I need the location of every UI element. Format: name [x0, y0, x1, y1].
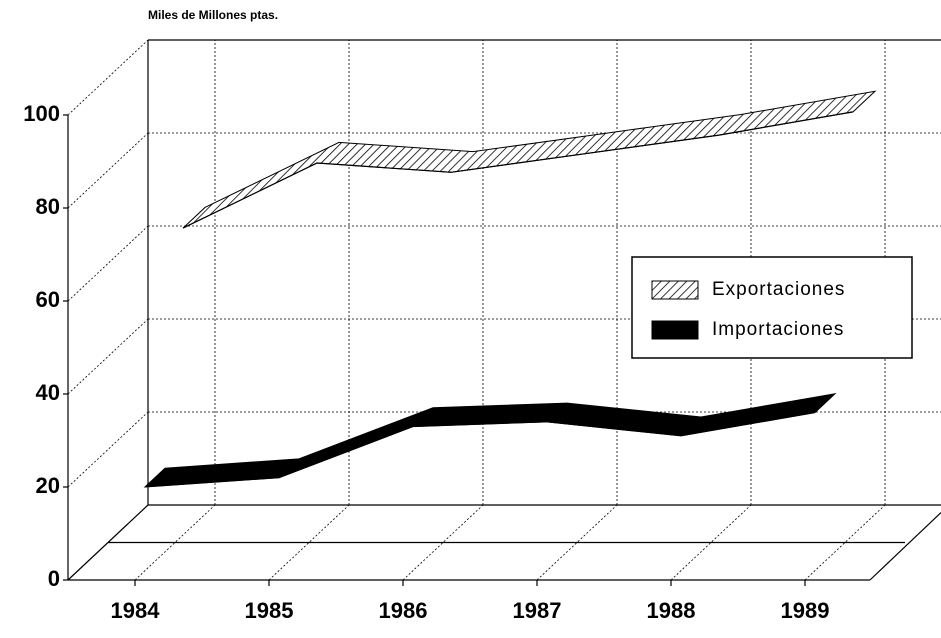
y-tick-label: 100 [23, 101, 60, 126]
y-tick-label: 80 [36, 194, 60, 219]
grid-line [67, 411, 149, 488]
ribbon [182, 90, 877, 229]
series-line [182, 111, 854, 229]
legend-label: Importaciones [712, 319, 844, 340]
grid-line [67, 225, 149, 302]
axis-title: Miles de Millones ptas. [148, 8, 278, 22]
grid-line [67, 39, 149, 116]
x-tick-label: 1986 [379, 598, 428, 623]
x-tick-label: 1985 [245, 598, 294, 623]
y-tick-label: 60 [36, 287, 60, 312]
ribbon [143, 392, 837, 488]
legend-swatch [651, 320, 699, 340]
x-tick-label: 1987 [513, 598, 562, 623]
floor-edge [67, 504, 149, 581]
grid-line [67, 132, 149, 209]
x-tick-label: 1988 [647, 598, 696, 623]
legend-box [631, 256, 913, 359]
series-line [144, 411, 816, 488]
legend-swatch [651, 280, 699, 300]
x-tick-label: 1989 [781, 598, 830, 623]
y-tick-label: 0 [48, 566, 60, 591]
y-tick-label: 20 [36, 473, 60, 498]
floor-edge [869, 512, 941, 581]
grid-line [67, 318, 149, 395]
legend-label: Exportaciones [712, 279, 845, 300]
y-tick-label: 40 [36, 380, 60, 405]
x-tick-label: 1984 [111, 598, 161, 623]
